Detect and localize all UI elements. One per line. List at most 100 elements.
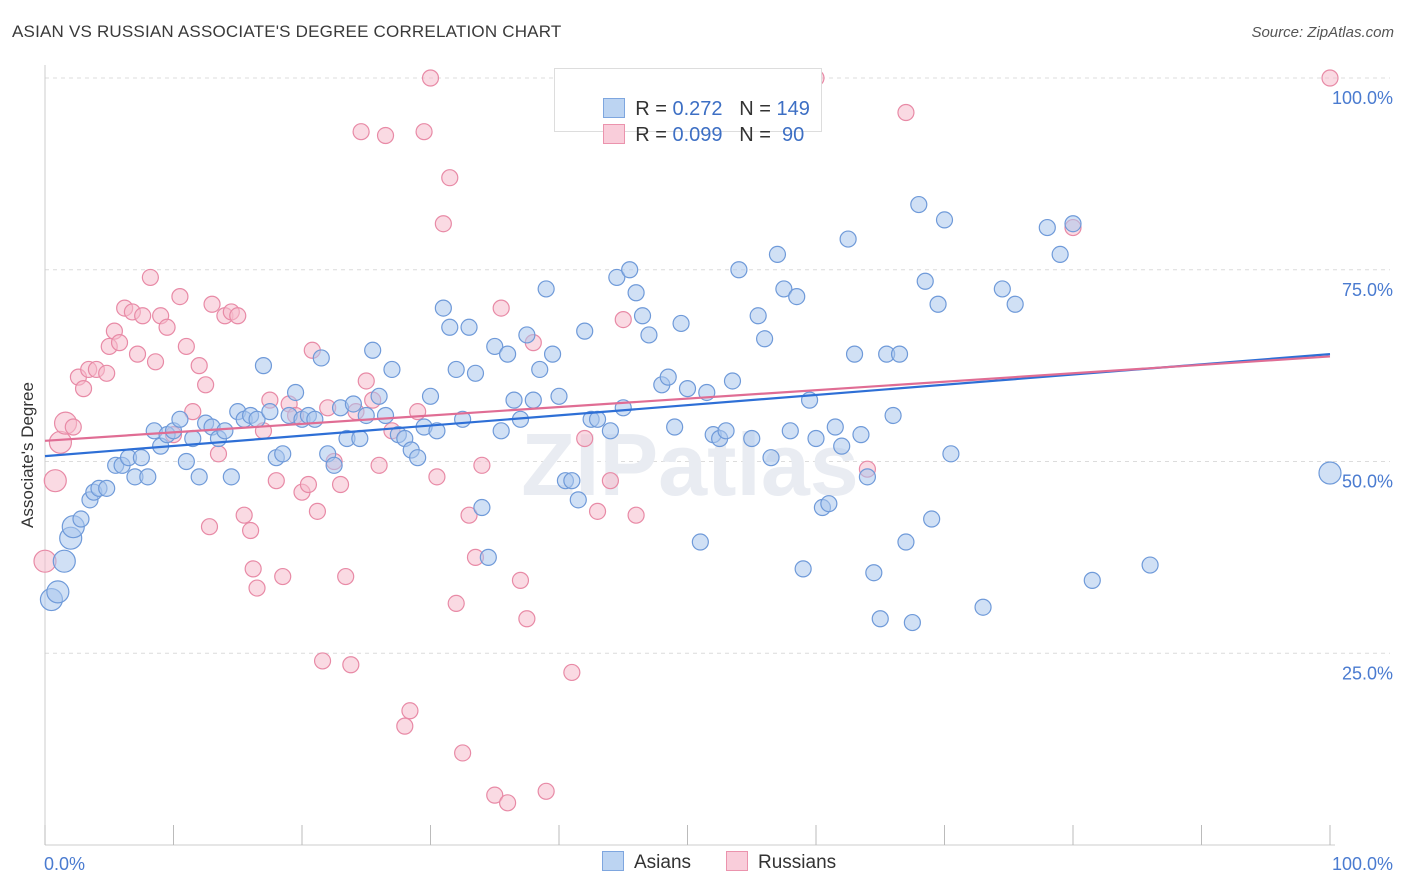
asian-point bbox=[717, 422, 735, 440]
russian-point bbox=[460, 506, 478, 524]
asian-point bbox=[621, 261, 639, 279]
asian-point bbox=[1064, 215, 1082, 233]
chart-title: ASIAN VS RUSSIAN ASSOCIATE'S DEGREE CORR… bbox=[12, 22, 562, 41]
asian-point bbox=[46, 580, 70, 604]
asian-point bbox=[788, 287, 806, 306]
asian-point bbox=[1006, 295, 1024, 313]
asian-point bbox=[370, 387, 388, 405]
x-tick-label: 0.0% bbox=[44, 854, 85, 874]
legend-row-russians: R = 0.099 N = 90 bbox=[581, 101, 804, 146]
asian-point bbox=[929, 295, 947, 313]
asian-point bbox=[492, 422, 510, 440]
asian-point bbox=[222, 468, 240, 486]
russian-point bbox=[415, 123, 433, 141]
asian-point bbox=[749, 307, 767, 325]
russian-point bbox=[299, 475, 318, 494]
russian-point bbox=[43, 469, 67, 493]
asian-point bbox=[897, 533, 915, 551]
russian-point bbox=[492, 299, 510, 317]
asian-point bbox=[460, 318, 478, 336]
asian-point bbox=[730, 261, 748, 279]
russians-trend-line bbox=[44, 355, 1331, 442]
russian-point bbox=[74, 380, 93, 398]
asian-point bbox=[601, 422, 620, 440]
russian-point bbox=[48, 430, 73, 454]
asian-point bbox=[216, 422, 234, 440]
russian-point bbox=[98, 364, 116, 382]
asian-point bbox=[261, 403, 279, 421]
russian-point bbox=[473, 456, 491, 474]
asian-point bbox=[563, 472, 581, 490]
asian-point bbox=[916, 272, 934, 290]
asian-point bbox=[537, 280, 555, 298]
russian-point bbox=[267, 472, 285, 490]
asian-point bbox=[190, 468, 208, 486]
asian-point bbox=[858, 468, 877, 486]
asians-series bbox=[39, 195, 1342, 632]
y-tick-label: 75.0% bbox=[1342, 280, 1393, 300]
asian-point bbox=[781, 422, 799, 440]
asian-point bbox=[72, 510, 90, 528]
legend-row-asians: R = 0.272 N = 149 bbox=[581, 75, 810, 120]
asian-point bbox=[923, 510, 941, 528]
russian-point bbox=[177, 337, 195, 356]
r-value-asians: 0.272 bbox=[672, 98, 723, 120]
asian-point bbox=[531, 360, 549, 379]
russian-point bbox=[64, 418, 82, 436]
russian-point bbox=[428, 468, 446, 486]
russian-point bbox=[242, 521, 260, 540]
russian-point bbox=[396, 717, 414, 735]
russian-point bbox=[308, 502, 327, 520]
russian-point bbox=[376, 126, 395, 145]
russian-point bbox=[421, 69, 440, 87]
asian-point bbox=[543, 345, 562, 363]
asian-point bbox=[640, 326, 658, 344]
russian-point bbox=[601, 472, 620, 490]
asian-point bbox=[505, 391, 523, 409]
russian-point bbox=[627, 506, 645, 524]
russian-point bbox=[134, 307, 152, 325]
russian-point bbox=[200, 518, 219, 536]
asians-swatch bbox=[602, 851, 624, 871]
russian-point bbox=[171, 287, 189, 306]
asian-point bbox=[473, 498, 491, 517]
russian-point bbox=[184, 403, 202, 421]
russian-point bbox=[441, 169, 459, 187]
asian-point bbox=[550, 387, 568, 405]
asian-point bbox=[755, 330, 774, 348]
russian-point bbox=[897, 103, 915, 122]
russian-point bbox=[274, 567, 292, 586]
n-value-asians: 149 bbox=[776, 98, 810, 120]
asian-point bbox=[409, 449, 427, 467]
russian-point bbox=[614, 311, 632, 329]
n-label: N = bbox=[739, 98, 777, 120]
asian-point bbox=[254, 357, 273, 375]
asian-point bbox=[871, 610, 889, 628]
asian-point bbox=[775, 280, 793, 298]
russian-point bbox=[209, 445, 228, 463]
asian-point bbox=[274, 445, 292, 463]
asian-point bbox=[576, 322, 594, 340]
asian-point bbox=[171, 410, 189, 428]
russian-point bbox=[499, 794, 517, 812]
asian-point bbox=[518, 326, 536, 344]
russian-point bbox=[454, 744, 472, 762]
asian-point bbox=[177, 452, 195, 471]
r-label: R = bbox=[635, 98, 673, 120]
russian-point bbox=[190, 357, 208, 375]
asian-point bbox=[743, 429, 761, 448]
russian-point bbox=[337, 567, 355, 586]
russian-point bbox=[357, 372, 375, 390]
russian-point bbox=[331, 475, 350, 494]
asian-point bbox=[768, 245, 787, 264]
russian-point bbox=[370, 456, 388, 474]
asian-point bbox=[1051, 245, 1069, 264]
russian-point bbox=[447, 594, 465, 612]
russian-point bbox=[229, 307, 247, 325]
asian-point bbox=[421, 387, 440, 405]
russian-point bbox=[537, 782, 555, 800]
russian-point bbox=[313, 652, 332, 670]
asian-point bbox=[678, 380, 697, 398]
asians-swatch bbox=[603, 98, 626, 118]
asian-point bbox=[1141, 556, 1159, 574]
